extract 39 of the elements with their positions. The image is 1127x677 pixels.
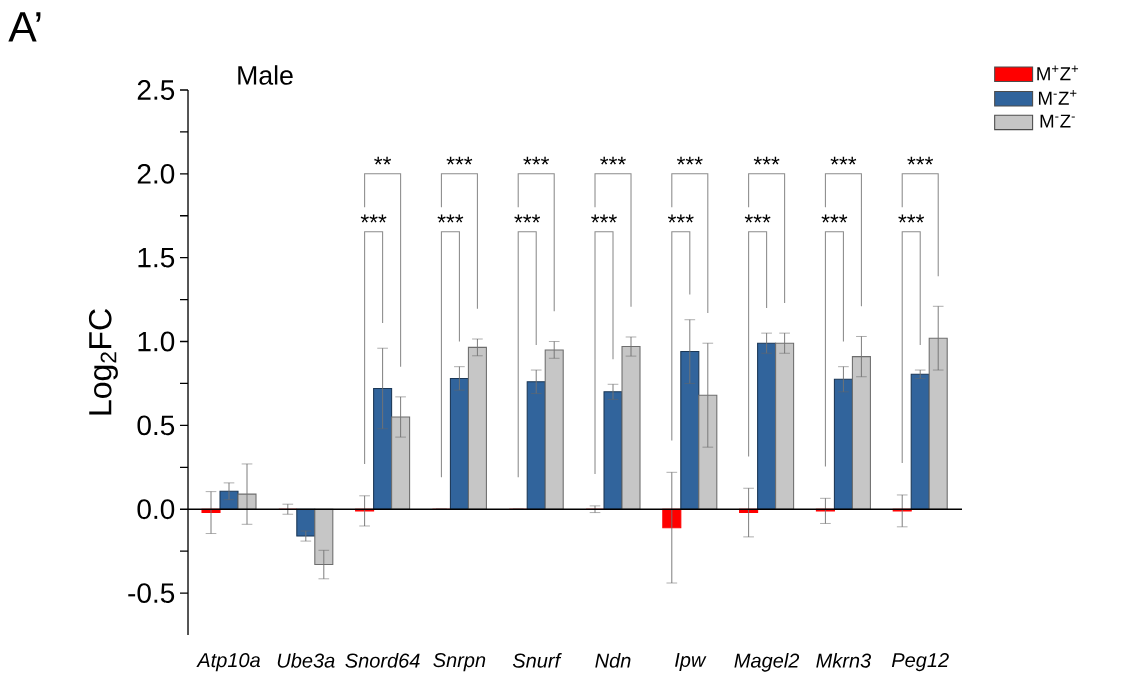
x-tick-label: Ipw bbox=[675, 653, 707, 671]
annotation: *** bbox=[676, 156, 703, 165]
annotation: *** bbox=[514, 214, 541, 223]
y-tick-label: 2.5 bbox=[137, 80, 175, 100]
annotation: *** bbox=[523, 156, 550, 165]
x-tick-label: Peg12 bbox=[891, 653, 949, 672]
x-tick-label: Ube3a bbox=[277, 653, 335, 668]
text: A’ bbox=[8, 12, 41, 42]
x-tick-label: Snurf bbox=[512, 653, 562, 668]
annotation: *** bbox=[821, 214, 848, 223]
annotation: *** bbox=[591, 214, 617, 223]
annotation: *** bbox=[667, 214, 694, 223]
y-tick-label: 0.5 bbox=[137, 415, 175, 436]
legend-label: M$^{-}$Z$^{-}$ bbox=[1040, 114, 1075, 128]
y-tick-label: -0.5 bbox=[128, 583, 175, 603]
y-axis-title: Log$_{2}$FC bbox=[88, 309, 118, 415]
y-tick-label: 0.0 bbox=[137, 499, 175, 520]
annotation: *** bbox=[360, 214, 387, 223]
x-tick-label: Snord64 bbox=[345, 653, 420, 668]
y-tick-label: 1.5 bbox=[138, 247, 175, 268]
legend-label: M$^{+}$Z$^{+}$ bbox=[1037, 65, 1079, 81]
annotation: *** bbox=[898, 214, 925, 223]
annotation: *** bbox=[600, 156, 626, 165]
annotation: *** bbox=[437, 214, 464, 223]
annotation: ** bbox=[374, 156, 392, 165]
x-tick-label: Atp10a bbox=[196, 653, 261, 672]
annotation: *** bbox=[907, 156, 934, 165]
y-tick-label: 1.0 bbox=[138, 331, 175, 352]
x-tick-label: Snrpn bbox=[433, 653, 486, 672]
annotation: *** bbox=[446, 156, 473, 165]
annotation: *** bbox=[830, 156, 857, 165]
legend-label: M$^{-}$Z$^{+}$ bbox=[1038, 90, 1077, 105]
annotation: *** bbox=[744, 214, 771, 223]
y-tick-label: 2.0 bbox=[137, 163, 175, 184]
annotation: *** bbox=[753, 156, 780, 165]
x-tick-label: Ndn bbox=[595, 653, 631, 668]
x-tick-label: Magel2 bbox=[734, 653, 800, 672]
x-tick-label: Mkrn3 bbox=[816, 653, 871, 668]
chart-title: Male bbox=[238, 65, 293, 85]
